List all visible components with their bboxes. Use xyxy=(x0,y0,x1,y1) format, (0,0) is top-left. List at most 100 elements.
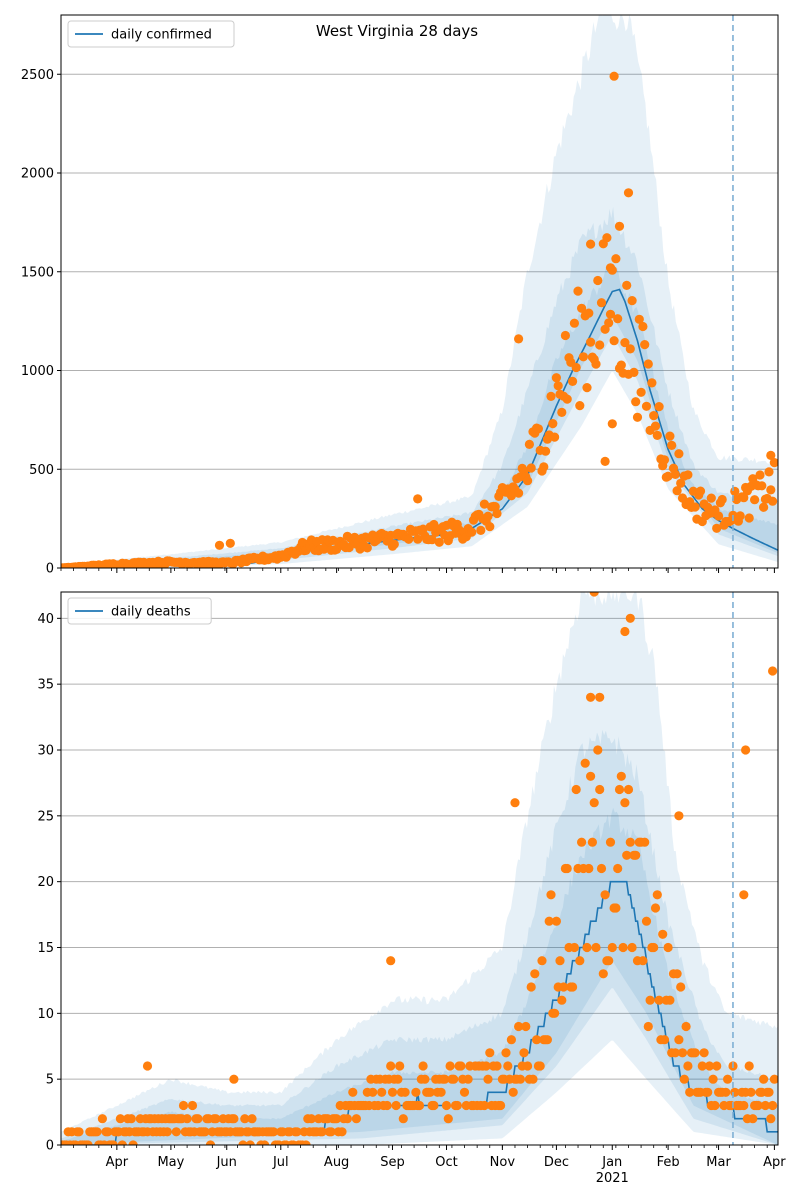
uncertainty-band-1 xyxy=(61,592,778,1145)
observed-point xyxy=(708,1074,718,1084)
observed-point xyxy=(650,421,661,431)
observed-point xyxy=(674,811,684,821)
observed-point xyxy=(622,850,632,860)
observed-point xyxy=(625,613,635,623)
observed-point xyxy=(550,432,560,442)
observed-point xyxy=(674,1035,684,1045)
observed-point xyxy=(618,942,628,953)
observed-point xyxy=(317,1127,327,1137)
observed-point xyxy=(103,1127,113,1137)
observed-point xyxy=(690,502,700,512)
x-tick-label: Mar xyxy=(706,1155,731,1170)
observed-point xyxy=(674,449,684,459)
observed-point xyxy=(602,233,612,243)
observed-point xyxy=(526,463,536,473)
observed-point xyxy=(768,496,778,506)
observed-point xyxy=(393,1074,403,1084)
observed-point xyxy=(600,456,610,466)
observed-point xyxy=(463,1074,473,1084)
observed-point xyxy=(663,471,673,481)
observed-point xyxy=(483,511,493,521)
observed-point xyxy=(526,982,536,992)
observed-point xyxy=(557,995,567,1005)
observed-point xyxy=(427,535,437,545)
y-tick-label: 2500 xyxy=(21,68,54,83)
observed-point xyxy=(569,318,580,328)
observed-point xyxy=(225,538,235,548)
observed-point xyxy=(604,318,614,328)
observed-point xyxy=(382,1100,392,1111)
observed-point xyxy=(413,494,423,504)
observed-point xyxy=(391,1100,401,1111)
observed-point xyxy=(496,1100,506,1111)
observed-point xyxy=(645,995,655,1005)
observed-point xyxy=(240,1114,250,1124)
observed-point xyxy=(260,1140,270,1145)
observed-point xyxy=(387,1087,398,1097)
observed-point xyxy=(269,1127,279,1137)
observed-point xyxy=(586,337,596,347)
observed-point xyxy=(506,1035,516,1045)
x-tick-label: Nov xyxy=(490,1155,516,1170)
observed-point xyxy=(400,1087,410,1097)
observed-point xyxy=(586,771,596,781)
y-tick-label: 40 xyxy=(37,612,54,627)
observed-point xyxy=(670,469,680,479)
observed-point xyxy=(171,1127,181,1137)
observed-point xyxy=(182,1114,192,1124)
observed-point xyxy=(523,476,533,486)
observed-point xyxy=(550,1008,560,1018)
x-tick-label: May xyxy=(157,1155,184,1170)
observed-point xyxy=(483,1074,493,1084)
observed-point xyxy=(551,916,562,926)
x-year-label: 2021 xyxy=(596,1171,629,1186)
observed-point xyxy=(368,1087,378,1097)
observed-point xyxy=(377,1087,387,1097)
observed-point xyxy=(514,1021,524,1032)
observed-point xyxy=(741,745,751,755)
legend-label: daily confirmed xyxy=(111,28,212,43)
observed-point xyxy=(546,890,556,900)
y-tick-label: 20 xyxy=(37,875,54,890)
observed-point xyxy=(580,758,590,768)
observed-point xyxy=(301,1140,311,1145)
y-tick-label: 500 xyxy=(29,463,54,478)
observed-point xyxy=(485,522,495,532)
observed-point xyxy=(643,359,653,369)
observed-point xyxy=(533,424,544,434)
observed-point xyxy=(631,850,641,860)
observed-point xyxy=(501,1048,511,1058)
observed-point xyxy=(515,1074,526,1084)
observed-point xyxy=(434,537,444,547)
observed-point xyxy=(425,1087,435,1097)
observed-point xyxy=(759,502,769,512)
observed-point xyxy=(548,419,558,429)
observed-point xyxy=(539,462,549,472)
observed-point xyxy=(524,439,535,449)
deaths-chart-panel: 0 5 10 15 20 25 30 35 40 Apr May Jun Jul Aug Sep Oct Nov… xyxy=(37,591,786,1186)
axes-frame xyxy=(60,591,779,1146)
observed-point xyxy=(593,275,603,286)
observed-point xyxy=(672,486,682,496)
observed-point xyxy=(528,1074,538,1084)
legend-daily-confirmed: daily confirmed xyxy=(67,20,235,48)
observed-point xyxy=(609,336,619,346)
observed-point xyxy=(638,321,648,332)
observed-point xyxy=(654,402,664,412)
observed-point xyxy=(750,495,760,505)
observed-point xyxy=(665,431,675,441)
y-tick-label: 0 xyxy=(46,1139,54,1154)
y-tick-label: 0 xyxy=(46,562,54,577)
uncertainty-band-2 xyxy=(61,729,778,1145)
observed-point xyxy=(306,1114,316,1124)
observed-point xyxy=(214,540,225,550)
observed-point xyxy=(748,1114,758,1124)
observed-point xyxy=(685,1087,695,1097)
observed-point xyxy=(759,1074,769,1084)
observed-point xyxy=(420,1074,430,1084)
x-tick-label: Jan xyxy=(601,1155,622,1170)
observed-point xyxy=(443,1114,453,1124)
observed-point xyxy=(607,419,617,429)
observed-point xyxy=(398,1114,408,1124)
observed-point xyxy=(764,1087,774,1097)
